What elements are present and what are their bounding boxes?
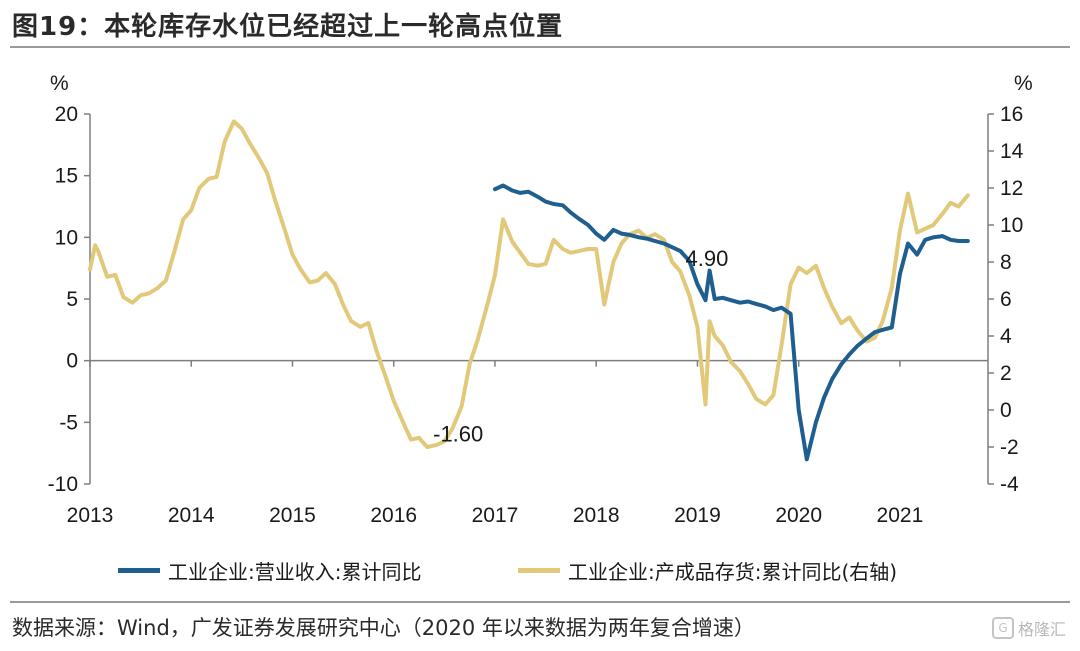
right-axis-tick-label: 14 xyxy=(1000,140,1024,163)
x-axis-tick-label: 2013 xyxy=(67,504,114,527)
annotation-layer: -1.60 4.90 xyxy=(433,246,728,446)
legend-swatch-revenue xyxy=(118,568,160,573)
footer-divider xyxy=(10,601,1070,603)
left-axis-tick-label: 15 xyxy=(55,165,78,188)
right-axis-unit: % xyxy=(1014,72,1033,95)
source-note: 数据来源：Wind，广发证券发展研究中心（2020 年以来数据为两年复合增速） xyxy=(12,616,755,640)
data-label: -1.60 xyxy=(433,422,483,447)
x-axis-tick-label: 2016 xyxy=(370,504,417,527)
chart-axes: -10 -5 0 5 10 15 20 -4 -2 0 2 4 6 8 10 12 14 16% % 2013 2014… xyxy=(48,72,1033,527)
watermark-logo-icon: G xyxy=(991,617,1014,639)
x-axis-tick-label: 2019 xyxy=(674,504,721,527)
right-axis-tick-label: 16 xyxy=(1000,103,1023,126)
left-axis-tick-label: 5 xyxy=(66,288,78,311)
right-axis-tick-label: 0 xyxy=(1000,399,1012,422)
x-axis-tick-label: 2020 xyxy=(775,504,822,527)
x-axis-tick-label: 2018 xyxy=(573,504,620,527)
left-axis-tick-label: 20 xyxy=(55,103,78,126)
legend-label-inventory: 工业企业:产成品存货:累计同比(右轴) xyxy=(568,560,898,584)
left-axis-tick-label: -5 xyxy=(59,411,78,434)
line-chart: -10 -5 0 5 10 15 20 -4 -2 0 2 4 6 8 10 12 14 16% % 2013 2014… xyxy=(48,72,1033,527)
right-axis-tick-label: 10 xyxy=(1000,214,1023,237)
x-axis-tick-label: 2015 xyxy=(269,504,316,527)
legend-item-revenue: 工业企业:营业收入:累计同比 xyxy=(118,556,421,585)
left-axis-tick-label: -10 xyxy=(48,473,78,496)
right-axis-tick-label: 2 xyxy=(1000,362,1012,385)
right-axis-tick-label: 4 xyxy=(1000,325,1012,348)
right-axis-tick-label: -4 xyxy=(1000,473,1019,496)
series-layer xyxy=(88,119,970,462)
x-axis-tick-label: 2017 xyxy=(472,504,519,527)
left-axis-unit: % xyxy=(50,72,69,95)
right-axis-tick-label: 8 xyxy=(1000,251,1012,274)
series-line-revenue xyxy=(493,183,970,462)
legend-swatch-inventory xyxy=(518,568,560,573)
series-line-inventory xyxy=(88,119,970,449)
watermark-text: 格隆汇 xyxy=(1017,620,1066,639)
legend-item-inventory: 工业企业:产成品存货:累计同比(右轴) xyxy=(518,556,897,585)
legend-label-revenue: 工业企业:营业收入:累计同比 xyxy=(168,560,422,584)
x-axis-tick-label: 2014 xyxy=(168,504,215,527)
watermark: G 格隆汇 xyxy=(991,616,1066,640)
x-axis-tick-label: 2021 xyxy=(877,504,924,527)
left-axis-tick-label: 0 xyxy=(66,350,78,373)
title-divider xyxy=(10,46,1070,48)
left-axis-tick-label: 10 xyxy=(55,226,78,249)
right-axis-tick-label: -2 xyxy=(1000,436,1019,459)
right-axis-tick-label: 6 xyxy=(1000,288,1012,311)
data-label: 4.90 xyxy=(686,246,729,271)
chart-title: 图19：本轮库存水位已经超过上一轮高点位置 xyxy=(12,12,564,42)
right-axis-tick-label: 12 xyxy=(1000,177,1023,200)
